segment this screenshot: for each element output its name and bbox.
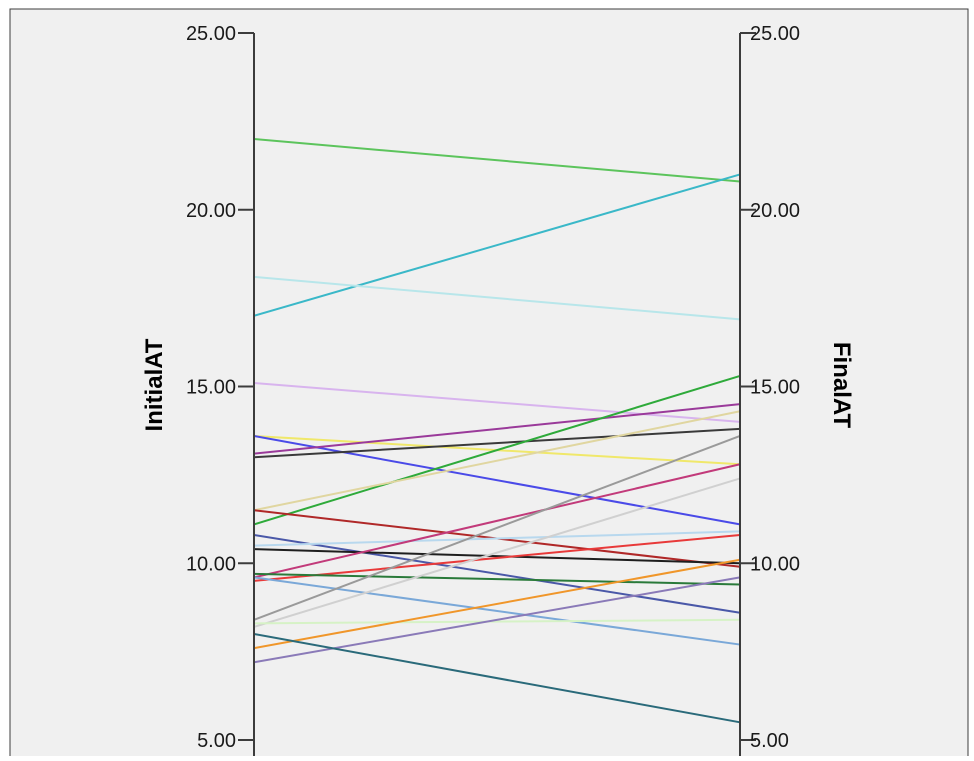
series-line-21 — [253, 618, 741, 625]
series-line-17 — [253, 572, 741, 586]
right-axis-ticks: 5.00 10.00 15.00 20.00 25.00 — [740, 23, 800, 752]
left-axis-title: InitialAT — [141, 338, 168, 431]
series-line-4 — [253, 381, 741, 423]
left-axis-tick-label: 15.00 — [186, 377, 236, 399]
left-axis-tick-label: 5.00 — [197, 730, 236, 752]
series-line-12 — [253, 533, 741, 614]
right-axis-tick-label: 10.00 — [750, 553, 800, 575]
right-axis-tick-label: 5.00 — [750, 730, 789, 752]
series-line-22 — [253, 558, 741, 650]
series-line-16 — [253, 463, 741, 579]
series-line-20 — [253, 477, 741, 628]
series-line-3 — [253, 275, 741, 321]
left-axis-ticks: 5.00 10.00 15.00 20.00 25.00 — [186, 23, 254, 752]
series-line-19 — [253, 435, 741, 621]
left-axis-tick-label: 10.00 — [186, 553, 236, 575]
series-line-2 — [253, 173, 741, 317]
axes-layer: 5.00 10.00 15.00 20.00 25.00 5.00 10.00 15.00 2… — [186, 23, 800, 756]
series-layer — [253, 138, 741, 724]
series-line-15 — [253, 533, 741, 582]
series-line-14 — [253, 530, 741, 547]
right-axis-tick-label: 20.00 — [750, 200, 800, 222]
left-axis-tick-label: 25.00 — [186, 23, 236, 45]
series-line-6 — [253, 435, 741, 526]
right-axis-tick-label: 25.00 — [750, 23, 800, 45]
series-line-7 — [253, 403, 741, 455]
series-line-13 — [253, 548, 741, 565]
right-axis-title: FinalAT — [828, 342, 855, 429]
series-line-1 — [253, 138, 741, 183]
series-line-9 — [253, 374, 741, 526]
left-axis-tick-label: 20.00 — [186, 200, 236, 222]
plot-background — [9, 8, 969, 761]
right-axis-tick-label: 15.00 — [750, 377, 800, 399]
series-line-10 — [253, 410, 741, 512]
series-line-8 — [253, 427, 741, 459]
series-line-24 — [253, 632, 741, 724]
